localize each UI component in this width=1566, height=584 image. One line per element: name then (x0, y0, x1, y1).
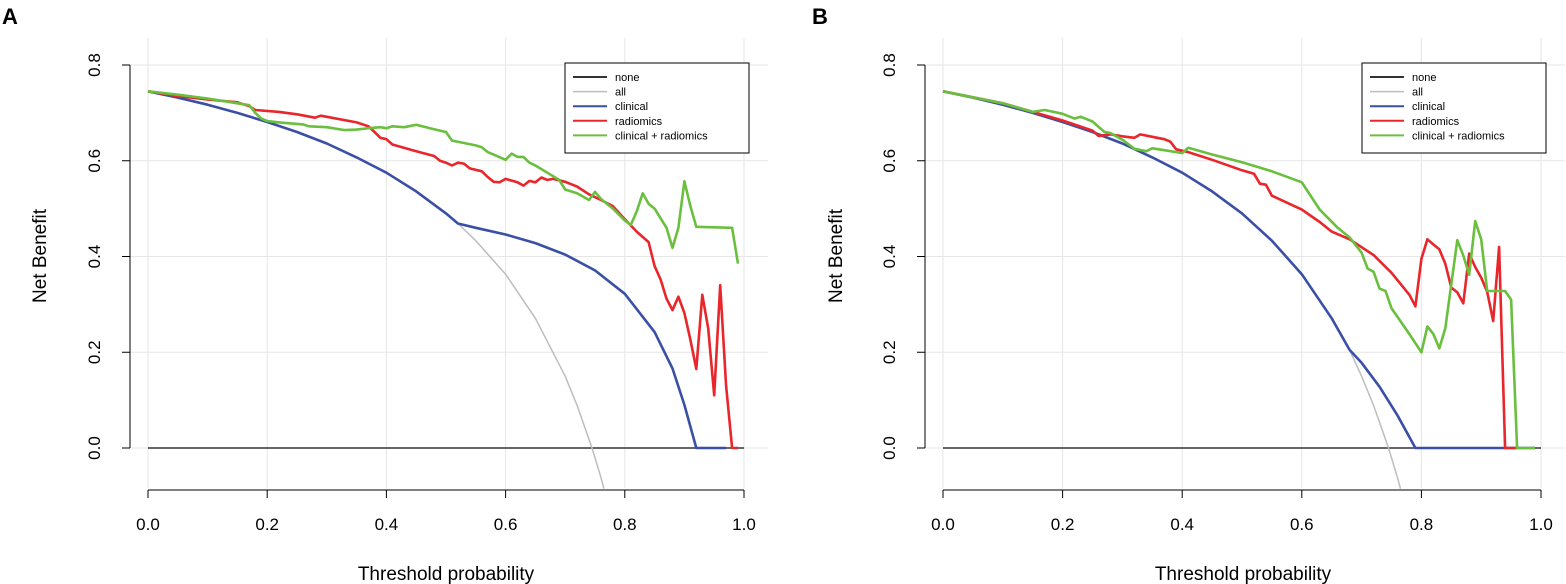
panel-b: B 0.0 0.2 0.4 0.6 0.8 1.0 0.0 0.2 0.4 0.6 0.8 Thre… (812, 4, 1565, 584)
x-tick-label: 0.4 (375, 515, 399, 534)
legend-label: radiomics (1412, 116, 1460, 128)
series-line-radiomics (147, 90, 738, 450)
series-lines (147, 90, 744, 489)
y-tick-label: 0.8 (85, 53, 104, 77)
legend-label: none (615, 72, 639, 84)
x-axis-title: Threshold probability (1155, 564, 1332, 584)
legend-label: none (1412, 72, 1436, 84)
y-tick-label: 0.4 (880, 245, 899, 269)
panel-a: A 0.0 0.2 0.4 0.6 0.8 1.0 0.0 0.2 0.4 0.6 0.8 Thre… (2, 4, 768, 584)
series-line-clinical-radiomics (147, 90, 740, 264)
x-tick-label: 0.6 (494, 515, 518, 534)
axes: 0.0 0.2 0.4 0.6 0.8 1.0 0.0 0.2 0.4 0.6 0.8 (880, 53, 1553, 534)
y-tick-label: 0.2 (880, 340, 899, 364)
y-tick-label: 0.4 (85, 245, 104, 269)
x-tick-label: 0.8 (1410, 515, 1434, 534)
legend-label: clinical + radiomics (1412, 130, 1505, 142)
y-tick-label: 0.6 (85, 149, 104, 173)
legend-label: clinical + radiomics (615, 130, 708, 142)
x-tick-label: 0.2 (1051, 515, 1075, 534)
axes: 0.0 0.2 0.4 0.6 0.8 1.0 0.0 0.2 0.4 0.6 0.8 (85, 53, 756, 534)
series-line-clinical-radiomics (942, 90, 1535, 450)
legend: none all clinical radiomics clinical + radio… (1361, 62, 1547, 154)
legend-label: clinical (1412, 101, 1445, 113)
x-tick-label: 0.0 (931, 515, 955, 534)
series-line-clinical (147, 90, 727, 450)
y-axis-title: Net Benefit (826, 208, 847, 303)
x-tick-label: 1.0 (732, 515, 756, 534)
y-tick-label: 0.8 (880, 53, 899, 77)
x-tick-label: 0.2 (255, 515, 279, 534)
series-lines (942, 90, 1541, 489)
x-axis-title: Threshold probability (358, 564, 535, 584)
x-tick-label: 0.6 (1290, 515, 1314, 534)
x-tick-label: 0.8 (613, 515, 637, 534)
panel-label: B (812, 4, 828, 29)
y-tick-label: 0.6 (880, 149, 899, 173)
legend-label: clinical (615, 101, 648, 113)
x-tick-label: 0.0 (136, 515, 160, 534)
y-axis-title: Net Benefit (30, 208, 51, 303)
legend: none all clinical radiomics clinical + radio… (564, 62, 750, 154)
series-line-all (147, 90, 605, 489)
y-tick-label: 0.0 (880, 436, 899, 460)
y-tick-label: 0.0 (85, 436, 104, 460)
y-tick-label: 0.2 (85, 340, 104, 364)
legend-label: radiomics (615, 116, 663, 128)
legend-label: all (615, 87, 626, 99)
x-tick-label: 1.0 (1529, 515, 1553, 534)
x-tick-label: 0.4 (1170, 515, 1194, 534)
panel-label: A (2, 4, 18, 29)
legend-label: all (1412, 87, 1423, 99)
